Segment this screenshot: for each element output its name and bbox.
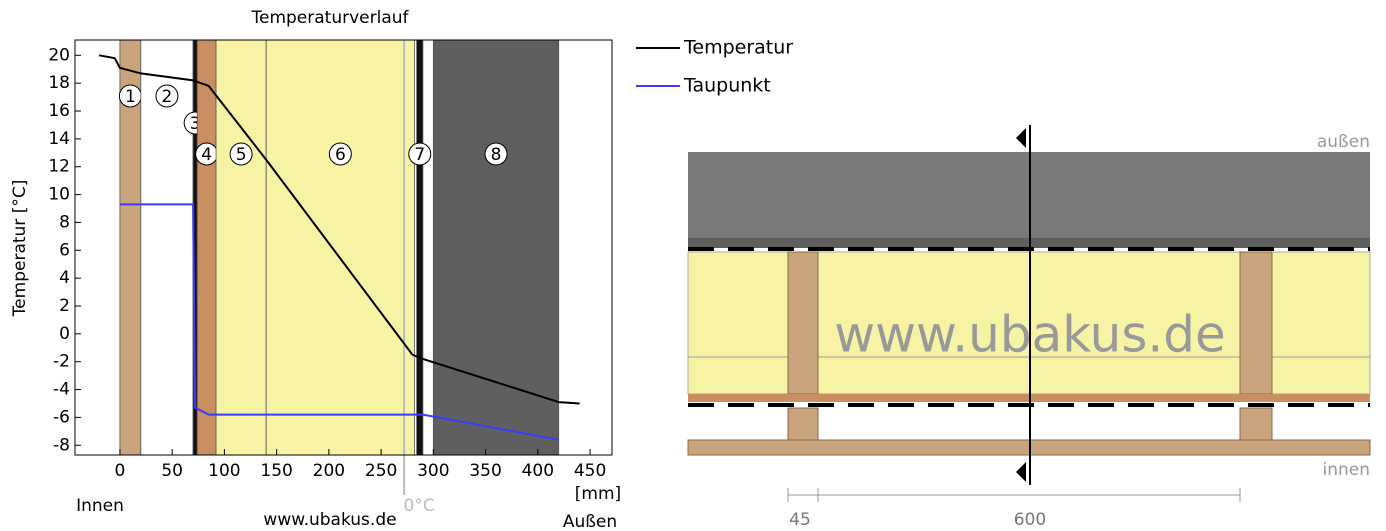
plot-frame: [74, 39, 613, 456]
construction-diagram: www.ubakus.de außen innen 45 600: [687, 125, 1371, 530]
y-tick-label: 6: [59, 240, 70, 260]
section-marker: [1016, 462, 1026, 482]
stud: [787, 251, 819, 395]
y-tick-label: -4: [53, 380, 70, 400]
section-marker: [1016, 128, 1026, 148]
legend-label: Temperatur: [683, 37, 793, 59]
layer-badge: [229, 142, 253, 166]
x-tick-label: 250: [365, 461, 397, 481]
layer-label: 4: [201, 145, 212, 165]
x-tick-label: 200: [313, 461, 345, 481]
layer-label: 1: [125, 87, 136, 107]
outside-text: außen: [1317, 132, 1370, 152]
batten: [1239, 407, 1273, 441]
x-tick-label: 50: [161, 461, 183, 481]
y-tick-label: 16: [48, 101, 70, 121]
layer-badge: [484, 142, 508, 166]
y-tick-label: -6: [53, 407, 70, 427]
x-tick-label: 450: [574, 461, 606, 481]
dimension-label: 600: [1014, 510, 1046, 530]
y-axis-label: Temperatur [°C]: [10, 180, 30, 318]
batten: [787, 407, 819, 441]
layer-badge: [328, 142, 352, 166]
series-line: [119, 203, 559, 441]
x-axis-label: [mm]: [575, 484, 621, 504]
layer-badge: [155, 84, 179, 108]
x-tick-label: 300: [417, 461, 449, 481]
layer: [416, 39, 424, 456]
y-tick-label: 12: [48, 157, 70, 177]
x-tick-label: 0: [115, 461, 126, 481]
y-tick-label: 14: [48, 129, 70, 149]
layer: [265, 39, 415, 456]
layer: [215, 39, 267, 456]
x-tick-label: 350: [469, 461, 501, 481]
y-tick-label: 2: [59, 296, 70, 316]
zero-label: 0°C: [404, 496, 435, 516]
layer-label: 2: [162, 87, 173, 107]
y-tick-label: 20: [48, 45, 70, 65]
legend-label: Taupunkt: [683, 75, 771, 97]
y-tick-label: -2: [53, 352, 70, 372]
layer-label: 7: [414, 145, 425, 165]
layer-label: 3: [190, 114, 201, 134]
x-tick-label: 150: [260, 461, 292, 481]
y-tick-label: 8: [59, 212, 70, 232]
x-tick-label: 400: [522, 461, 554, 481]
legend: Temperatur Taupunkt: [636, 37, 793, 97]
layer: [432, 39, 560, 456]
y-tick-label: 18: [48, 73, 70, 93]
watermark: www.ubakus.de: [263, 510, 396, 530]
y-tick-label: 0: [59, 324, 70, 344]
layer-badge: [408, 142, 432, 166]
inside-label: Innen: [76, 496, 124, 516]
y-tick-label: 10: [48, 185, 70, 205]
outside-label: Außen: [563, 512, 617, 531]
dimension-label: 45: [789, 510, 811, 530]
y-tick-label: -8: [53, 435, 70, 455]
y-tick-label: 4: [59, 268, 70, 288]
inside-text: innen: [1322, 460, 1370, 480]
layer-label: 8: [491, 145, 502, 165]
layer: [196, 39, 217, 456]
chart-title: Temperaturverlauf: [250, 8, 409, 28]
series-line: [98, 54, 580, 405]
layer-label: 6: [335, 145, 346, 165]
x-tick-label: 100: [208, 461, 240, 481]
layer-label: 5: [236, 145, 247, 165]
stud: [1239, 251, 1273, 395]
